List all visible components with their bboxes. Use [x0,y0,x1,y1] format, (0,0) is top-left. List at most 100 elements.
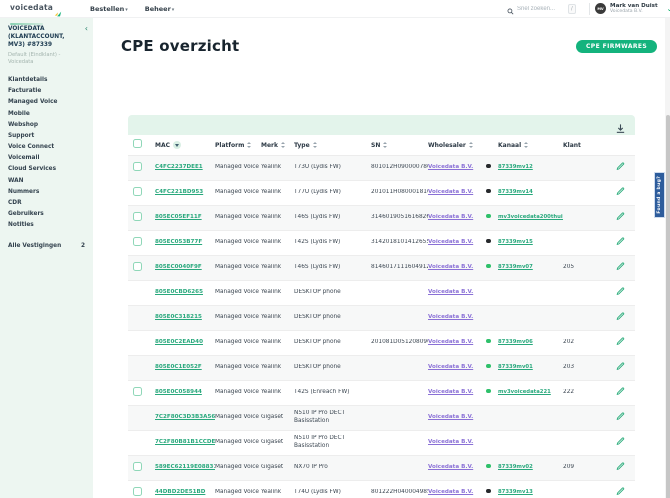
wholesaler-link[interactable]: Voicedata B.V. [428,189,474,196]
wholesaler-link[interactable]: Voicedata B.V. [428,164,474,171]
edit-button[interactable] [616,487,625,498]
sort-icon[interactable] [281,142,285,148]
user-menu[interactable]: MV Mark van Duist Voicedata B.V. ⌄ [595,3,670,15]
row-checkbox[interactable] [133,236,142,246]
user-name: Mark van Duist [610,2,658,9]
nav-beheer[interactable]: Beheer▾ [144,5,175,13]
nav-bestellen[interactable]: Bestellen▾ [90,5,128,13]
kanaal-link[interactable]: mv3voicedata221 [498,389,551,396]
mac-link[interactable]: 805E0C2EAD40 [155,339,203,346]
wholesaler-link[interactable]: Voicedata B.V. [428,239,474,246]
search-shortcut-badge: / [568,4,576,14]
mac-link[interactable]: 7C2F80C3D3B3A56D [155,414,215,421]
edit-button[interactable] [616,262,625,275]
sidebar-item-support[interactable]: Support [8,132,35,139]
search-input[interactable] [517,6,565,12]
sidebar-item-mobile[interactable]: Mobile [8,110,30,117]
sidebar-item-klantdetails[interactable]: Klantdetails [8,76,48,83]
kanaal-link[interactable]: 87339mv15 [498,239,533,246]
mac-link[interactable]: C4FC2237DEE1 [155,164,203,171]
edit-button[interactable] [616,412,625,425]
kanaal-link[interactable]: 87339mv12 [498,164,533,171]
wholesaler-link[interactable]: Voicedata B.V. [428,364,474,371]
sidebar-item-managed-voice[interactable]: Managed Voice [8,99,58,106]
chevron-down-icon: ▾ [171,7,175,13]
edit-button[interactable] [616,312,625,325]
scrollbar-track[interactable] [665,18,670,498]
platform-cell: Managed Voice [215,364,259,371]
sidebar-item-cloud-services[interactable]: Cloud Services [8,166,57,173]
row-checkbox[interactable] [133,461,142,471]
edit-button[interactable] [616,337,625,350]
wholesaler-link[interactable]: Voicedata B.V. [428,414,474,421]
sidebar-item-facturatie[interactable]: Facturatie [8,88,42,95]
sidebar-item-voicemail[interactable]: Voicemail [8,155,40,162]
mac-link[interactable]: 44DBD2DE51BD [155,489,206,496]
sidebar-item-voice-connect[interactable]: Voice Connect [8,144,55,151]
sort-icon[interactable] [312,142,317,148]
row-checkbox[interactable] [133,261,142,271]
sort-icon[interactable] [247,142,252,148]
wholesaler-link[interactable]: Voicedata B.V. [428,214,474,221]
mac-link[interactable]: 805EC05EF11F [155,214,202,221]
kanaal-link[interactable]: 87339mv13 [498,489,533,496]
wholesaler-link[interactable]: Voicedata B.V. [428,489,474,496]
wholesaler-link[interactable]: Voicedata B.V. [428,339,474,346]
row-checkbox[interactable] [133,186,142,196]
mac-link[interactable]: 7C2F80B81B1CCDEA [155,439,215,446]
merk-cell: Yealink [261,289,282,296]
sidebar-item-gebruikers[interactable]: Gebruikers [8,211,44,218]
kanaal-link[interactable]: 87339mv01 [498,364,533,371]
wholesaler-link[interactable]: Voicedata B.V. [428,314,474,321]
filter-icon[interactable] [173,141,182,149]
mac-link[interactable]: 805E0C318215 [155,314,202,321]
mac-link[interactable]: 805E0CBD6265 [155,289,203,296]
feedback-tab[interactable]: Found a bug? [654,172,665,218]
mac-link[interactable]: 805E0C058944 [155,389,202,396]
mac-link[interactable]: 805EC053B77F [155,239,203,246]
wholesaler-link[interactable]: Voicedata B.V. [428,464,474,471]
mac-link[interactable]: 805E0C1E052F [155,364,202,371]
sidebar-item-webshop[interactable]: Webshop [8,121,38,128]
download-icon[interactable] [615,119,627,133]
sidebar-item-cdr[interactable]: CDR [8,200,22,207]
wholesaler-link[interactable]: Voicedata B.V. [428,439,474,446]
edit-button[interactable] [616,237,625,250]
sidebar-item-notities[interactable]: Notities [8,222,34,229]
wholesaler-link[interactable]: Voicedata B.V. [428,389,474,396]
mac-link[interactable]: 805EC0040F9F [155,264,202,271]
edit-button[interactable] [616,462,625,475]
edit-button[interactable] [616,387,625,400]
row-checkbox[interactable] [133,486,142,496]
mac-link[interactable]: C4FC221BD953 [155,189,204,196]
status-dot [486,163,491,169]
sort-icon[interactable] [468,142,473,148]
sidebar-collapse-icon[interactable]: ‹ [84,24,88,33]
edit-button[interactable] [616,212,625,225]
edit-button[interactable] [616,437,625,450]
wholesaler-link[interactable]: Voicedata B.V. [428,264,474,271]
edit-button[interactable] [616,362,625,375]
edit-button[interactable] [616,162,625,175]
kanaal-link[interactable]: 87339mv02 [498,464,533,471]
kanaal-link[interactable]: 87339mv07 [498,264,533,271]
row-checkbox[interactable] [133,386,142,396]
sidebar-item-wan[interactable]: WAN [8,177,24,184]
sidebar-item-nummers[interactable]: Nummers [8,188,40,195]
kanaal-link[interactable]: 87339mv06 [498,339,533,346]
sort-icon[interactable] [524,142,529,148]
edit-button[interactable] [616,287,625,300]
scrollbar-thumb[interactable] [665,115,670,498]
mac-link[interactable]: 589EC62119E08831 [155,464,215,471]
select-all-checkbox[interactable] [133,138,142,148]
row-checkbox[interactable] [133,161,142,171]
row-checkbox[interactable] [133,211,142,221]
cpe-firmwares-button[interactable]: CPE FIRMWARES [576,40,658,53]
kanaal-link[interactable]: 87339mv14 [498,189,533,196]
sidebar-item-alle-vestigingen[interactable]: Alle Vestigingen 2 [0,240,93,251]
edit-button[interactable] [616,187,625,200]
kanaal-link[interactable]: mv3voicedata200thuis [498,214,563,221]
sort-icon[interactable] [383,142,388,148]
logo[interactable]: voicedata [10,3,62,25]
wholesaler-link[interactable]: Voicedata B.V. [428,289,474,296]
